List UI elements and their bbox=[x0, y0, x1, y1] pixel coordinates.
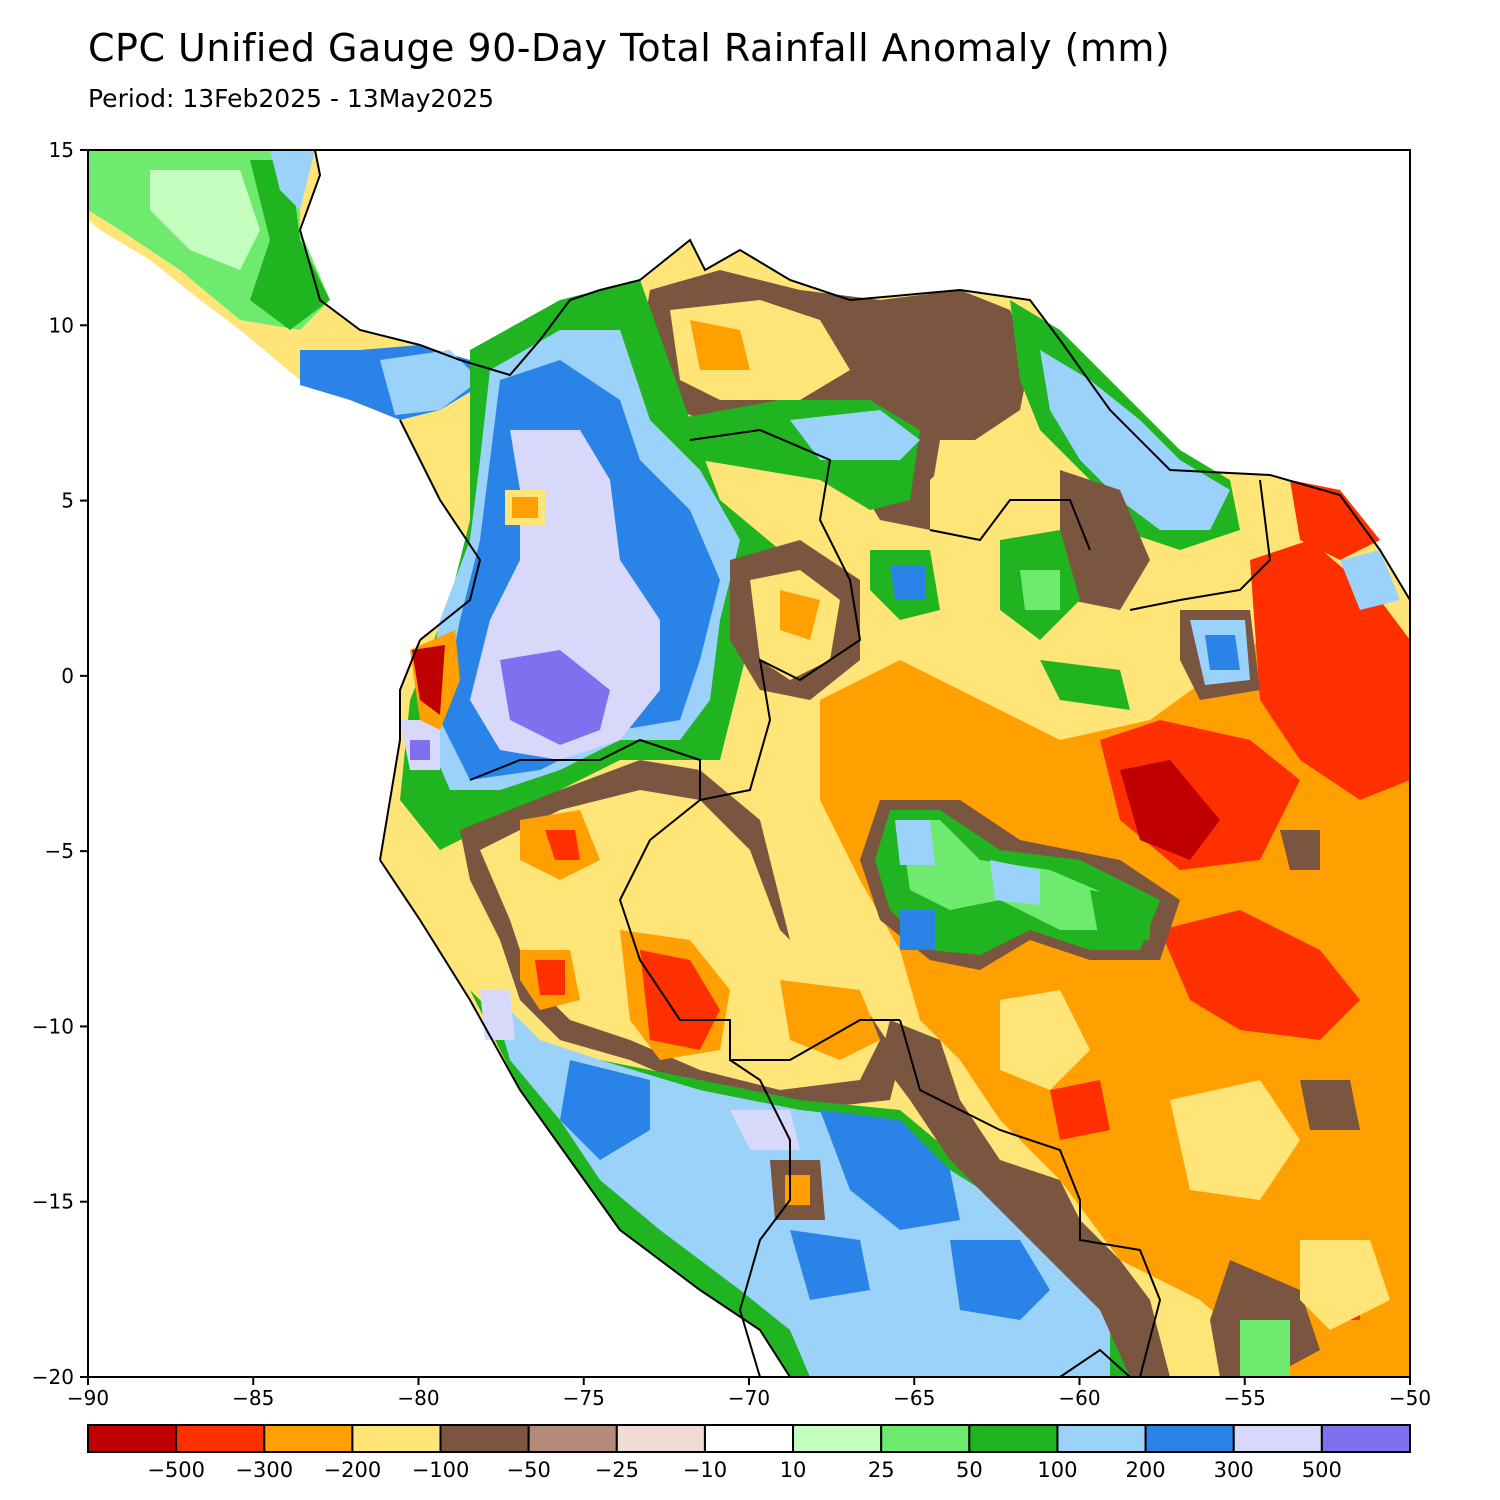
colorbar-swatch bbox=[1232, 1424, 1323, 1453]
lon-tick-label: −90 bbox=[67, 1386, 109, 1410]
colorbar-swatch bbox=[703, 1424, 795, 1453]
axes: −90 −85 −80 −75 −70 −65 −60 −55 −50 15 10 5 0 −5 −10 −1… bbox=[32, 138, 1431, 1410]
lat-tick-label: 10 bbox=[49, 313, 74, 337]
colorbar-label: 10 bbox=[780, 1458, 807, 1482]
colorbar-swatch bbox=[880, 1424, 971, 1453]
colorbar-label: −100 bbox=[412, 1458, 470, 1482]
anomaly-field bbox=[88, 150, 1410, 1377]
colorbar-swatch bbox=[351, 1424, 442, 1453]
colorbar-label: 300 bbox=[1214, 1458, 1254, 1482]
colorbar-label: −25 bbox=[595, 1458, 639, 1482]
lat-tick-label: −5 bbox=[45, 839, 74, 863]
colorbar-swatch bbox=[439, 1424, 530, 1453]
lat-tick-label: −20 bbox=[32, 1365, 74, 1389]
lon-tick-label: −60 bbox=[1058, 1386, 1100, 1410]
colorbar-swatch bbox=[87, 1424, 178, 1453]
colorbar-label: 500 bbox=[1302, 1458, 1342, 1482]
colorbar-swatch bbox=[1144, 1424, 1235, 1453]
colorbar-label: −200 bbox=[324, 1458, 382, 1482]
lat-tick-label: −15 bbox=[32, 1190, 74, 1214]
colorbar-swatch bbox=[1056, 1424, 1147, 1453]
lon-tick-label: −80 bbox=[397, 1386, 439, 1410]
lon-tick-label: −70 bbox=[728, 1386, 770, 1410]
lon-tick-label: −85 bbox=[232, 1386, 274, 1410]
colorbar-swatch bbox=[792, 1424, 883, 1453]
map-title: CPC Unified Gauge 90-Day Total Rainfall … bbox=[88, 26, 1171, 70]
colorbar-label: −50 bbox=[507, 1458, 551, 1482]
map-subtitle: Period: 13Feb2025 - 13May2025 bbox=[88, 84, 495, 113]
colorbar-label: −500 bbox=[147, 1458, 205, 1482]
colorbar-swatch bbox=[1320, 1424, 1412, 1453]
lat-tick-label: 5 bbox=[61, 489, 74, 513]
lon-tick-label: −75 bbox=[563, 1386, 605, 1410]
colorbar-label: −10 bbox=[683, 1458, 727, 1482]
colorbar: −500 −300 −200 −100 −50 −25 −10 10 25 50 100 200 300… bbox=[87, 1424, 1412, 1482]
colorbar-swatch bbox=[175, 1424, 266, 1453]
lon-tick-label: −50 bbox=[1389, 1386, 1431, 1410]
country-borders bbox=[88, 150, 1410, 1377]
colorbar-label: 50 bbox=[956, 1458, 983, 1482]
lat-tick-label: 0 bbox=[61, 664, 74, 688]
colorbar-label: −300 bbox=[235, 1458, 293, 1482]
lon-tick-label: −65 bbox=[893, 1386, 935, 1410]
colorbar-label: 25 bbox=[868, 1458, 895, 1482]
colorbar-swatch bbox=[527, 1424, 618, 1453]
lon-tick-label: −55 bbox=[1224, 1386, 1266, 1410]
lat-tick-label: −10 bbox=[32, 1014, 74, 1038]
lat-tick-label: 15 bbox=[49, 138, 74, 162]
colorbar-swatch bbox=[968, 1424, 1059, 1453]
colorbar-swatch bbox=[263, 1424, 354, 1453]
colorbar-label: 100 bbox=[1037, 1458, 1077, 1482]
colorbar-label: 200 bbox=[1126, 1458, 1166, 1482]
colorbar-swatch bbox=[615, 1424, 706, 1453]
